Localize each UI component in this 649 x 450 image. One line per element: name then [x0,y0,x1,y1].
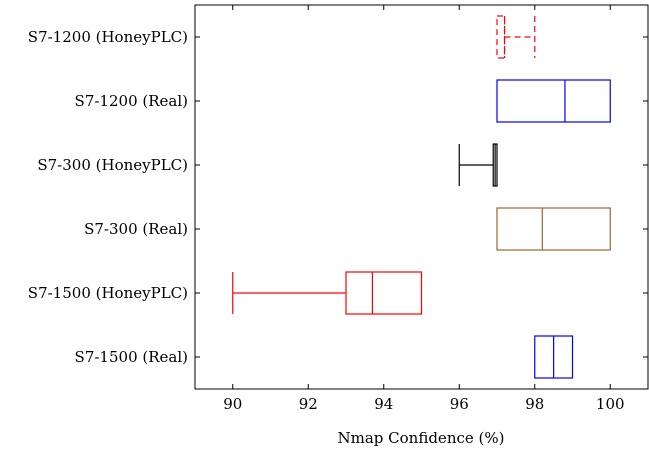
x-axis-ticks: 90 92 94 96 98 100 [223,5,625,413]
y-tick-label: S7-1500 (Real) [75,348,188,366]
box-rect [496,15,506,59]
x-tick-label: 100 [596,395,625,413]
y-tick-label: S7-300 (Real) [84,220,188,238]
x-tick-label: 98 [525,395,544,413]
box-1 [496,15,536,59]
y-tick-label: S7-300 (HoneyPLC) [37,156,188,174]
box-rect [345,271,423,315]
box-5 [232,271,423,315]
box-4 [496,207,611,251]
box-3 [458,143,498,187]
box-6 [534,335,574,379]
box-rect [496,207,611,251]
y-axis-ticks: S7-1200 (HoneyPLC) S7-1200 (Real) S7-300 (… [28,28,648,366]
y-tick-label: S7-1500 (HoneyPLC) [28,284,188,302]
x-axis-title: Nmap Confidence (%) [338,429,505,447]
box-rect [496,79,611,123]
x-tick-label: 96 [450,395,469,413]
x-tick-label: 94 [374,395,393,413]
y-tick-label: S7-1200 (HoneyPLC) [28,28,188,46]
box-2 [496,79,611,123]
y-tick-label: S7-1200 (Real) [75,92,188,110]
x-tick-label: 92 [299,395,318,413]
x-tick-label: 90 [223,395,242,413]
plot-frame [194,4,649,390]
boxes-layer [232,15,611,379]
